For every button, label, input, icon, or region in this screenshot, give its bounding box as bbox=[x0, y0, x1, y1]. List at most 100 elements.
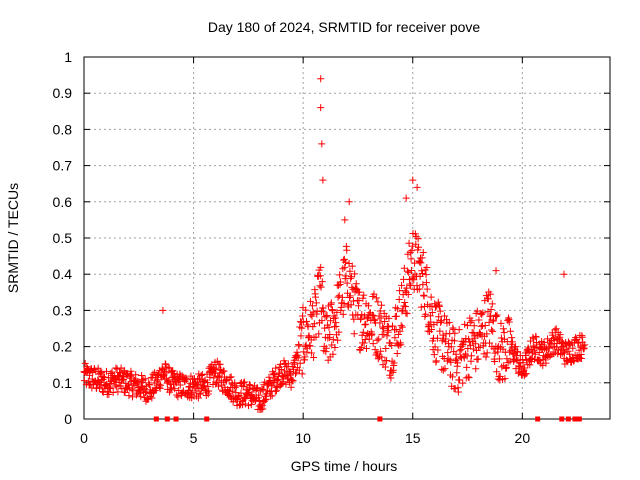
data-point bbox=[368, 311, 376, 319]
data-point bbox=[407, 267, 415, 275]
data-point bbox=[438, 365, 446, 373]
data-point bbox=[141, 375, 149, 383]
data-point bbox=[214, 372, 222, 380]
data-point bbox=[160, 368, 168, 376]
data-point bbox=[569, 344, 577, 352]
data-point bbox=[469, 345, 477, 353]
data-point bbox=[318, 140, 326, 148]
data-point bbox=[296, 359, 304, 367]
x-tick-label: 20 bbox=[515, 430, 531, 446]
data-point bbox=[457, 345, 465, 353]
data-point bbox=[329, 336, 337, 344]
zero-marker bbox=[535, 416, 541, 422]
data-point bbox=[339, 310, 347, 318]
data-point bbox=[373, 336, 381, 344]
data-point bbox=[273, 387, 281, 395]
data-point bbox=[355, 288, 363, 296]
data-point bbox=[285, 368, 293, 376]
data-point bbox=[277, 365, 285, 373]
data-point bbox=[294, 354, 302, 362]
data-point bbox=[302, 317, 310, 325]
data-point bbox=[325, 323, 333, 331]
data-point bbox=[259, 386, 267, 394]
data-point bbox=[343, 246, 351, 254]
data-point bbox=[475, 316, 483, 324]
data-point bbox=[293, 348, 301, 356]
data-point bbox=[401, 299, 409, 307]
data-point bbox=[306, 297, 314, 305]
x-axis-label: GPS time / hours bbox=[291, 458, 398, 474]
data-point bbox=[432, 303, 439, 311]
data-point bbox=[395, 296, 403, 304]
data-point bbox=[341, 216, 349, 224]
data-point bbox=[241, 378, 249, 386]
data-point bbox=[255, 391, 263, 399]
data-point bbox=[117, 364, 125, 372]
data-point bbox=[347, 274, 355, 282]
data-point bbox=[392, 326, 400, 334]
data-point bbox=[428, 308, 436, 316]
zero-marker bbox=[153, 416, 159, 422]
data-point bbox=[109, 389, 117, 397]
data-point bbox=[335, 328, 343, 336]
data-point bbox=[453, 369, 461, 377]
data-point bbox=[491, 312, 499, 320]
data-point bbox=[336, 271, 344, 279]
data-point bbox=[414, 235, 422, 243]
data-point bbox=[371, 346, 379, 354]
data-point bbox=[351, 284, 359, 292]
data-point bbox=[474, 355, 482, 363]
data-point bbox=[396, 327, 404, 335]
data-point bbox=[142, 389, 150, 397]
data-point bbox=[355, 297, 363, 305]
data-point bbox=[560, 270, 568, 278]
data-point bbox=[192, 379, 200, 387]
data-point bbox=[322, 344, 330, 352]
data-point bbox=[577, 354, 585, 362]
data-point bbox=[196, 375, 204, 383]
y-tick-label: 0.8 bbox=[53, 121, 73, 137]
zero-marker bbox=[576, 416, 582, 422]
data-point bbox=[376, 319, 384, 327]
data-point bbox=[272, 364, 280, 372]
data-point bbox=[197, 372, 205, 380]
data-point bbox=[423, 264, 431, 272]
data-point bbox=[383, 332, 391, 340]
data-point bbox=[465, 374, 473, 382]
data-point bbox=[341, 263, 349, 271]
data-point bbox=[381, 318, 389, 326]
data-point bbox=[329, 350, 337, 358]
data-point bbox=[338, 293, 346, 301]
data-point bbox=[213, 378, 221, 386]
data-point bbox=[329, 307, 337, 315]
data-point bbox=[331, 343, 339, 351]
data-point bbox=[299, 318, 307, 326]
data-point bbox=[501, 375, 509, 383]
data-point bbox=[444, 349, 452, 357]
data-point bbox=[422, 271, 430, 279]
data-point bbox=[129, 393, 137, 401]
data-point bbox=[451, 329, 459, 337]
data-point bbox=[363, 315, 371, 323]
data-point bbox=[137, 393, 145, 401]
data-point bbox=[345, 198, 353, 206]
data-point bbox=[187, 372, 195, 380]
data-point bbox=[388, 322, 396, 330]
data-point bbox=[132, 371, 140, 379]
data-point bbox=[167, 368, 175, 376]
data-point bbox=[564, 347, 572, 355]
y-tick-label: 0.7 bbox=[53, 158, 73, 174]
data-point bbox=[81, 359, 89, 367]
data-point bbox=[340, 299, 348, 307]
data-point bbox=[506, 348, 514, 356]
data-point bbox=[352, 280, 360, 288]
y-tick-label: 0.5 bbox=[53, 230, 73, 246]
data-point bbox=[168, 384, 176, 392]
zero-marker bbox=[565, 416, 571, 422]
data-point bbox=[445, 318, 453, 326]
data-point bbox=[407, 255, 415, 263]
data-point bbox=[434, 298, 442, 306]
data-point bbox=[105, 390, 113, 398]
data-point bbox=[415, 285, 423, 293]
y-tick-label: 0.9 bbox=[53, 85, 73, 101]
